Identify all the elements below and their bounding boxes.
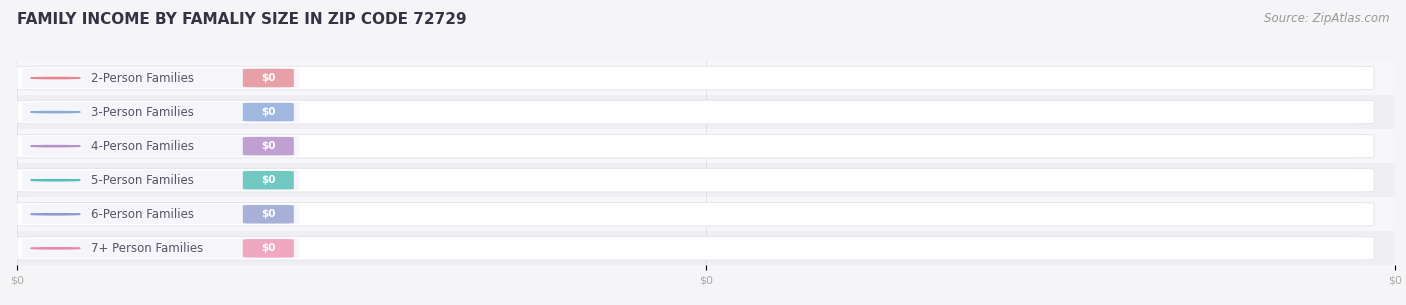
- FancyBboxPatch shape: [243, 137, 294, 156]
- FancyBboxPatch shape: [22, 204, 299, 224]
- Bar: [17, 163, 1395, 197]
- FancyBboxPatch shape: [22, 102, 299, 122]
- Circle shape: [31, 180, 80, 181]
- Text: $0: $0: [262, 209, 276, 219]
- FancyBboxPatch shape: [243, 205, 294, 224]
- FancyBboxPatch shape: [22, 238, 299, 258]
- Circle shape: [31, 77, 80, 79]
- FancyBboxPatch shape: [17, 168, 1374, 192]
- Text: Source: ZipAtlas.com: Source: ZipAtlas.com: [1264, 12, 1389, 25]
- Bar: [17, 197, 1395, 231]
- Text: $0: $0: [262, 107, 276, 117]
- FancyBboxPatch shape: [17, 203, 1374, 226]
- Text: 5-Person Families: 5-Person Families: [91, 174, 194, 187]
- Bar: [17, 129, 1395, 163]
- FancyBboxPatch shape: [17, 66, 1374, 90]
- Circle shape: [31, 111, 80, 113]
- FancyBboxPatch shape: [22, 68, 299, 88]
- FancyBboxPatch shape: [243, 239, 294, 258]
- Circle shape: [31, 145, 80, 147]
- FancyBboxPatch shape: [22, 170, 299, 190]
- Text: $0: $0: [262, 243, 276, 253]
- FancyBboxPatch shape: [243, 103, 294, 121]
- FancyBboxPatch shape: [17, 100, 1374, 124]
- Circle shape: [31, 248, 80, 249]
- Text: $0: $0: [262, 141, 276, 151]
- Bar: [17, 61, 1395, 95]
- Circle shape: [31, 214, 80, 215]
- FancyBboxPatch shape: [17, 237, 1374, 260]
- Text: 2-Person Families: 2-Person Families: [91, 72, 194, 84]
- Text: $0: $0: [262, 73, 276, 83]
- FancyBboxPatch shape: [17, 135, 1374, 158]
- Text: 7+ Person Families: 7+ Person Families: [91, 242, 204, 255]
- Bar: [17, 95, 1395, 129]
- Text: 3-Person Families: 3-Person Families: [91, 106, 194, 119]
- FancyBboxPatch shape: [243, 69, 294, 87]
- Text: 6-Person Families: 6-Person Families: [91, 208, 194, 221]
- Text: $0: $0: [262, 175, 276, 185]
- Text: 4-Person Families: 4-Person Families: [91, 140, 194, 152]
- FancyBboxPatch shape: [243, 171, 294, 189]
- Bar: [17, 231, 1395, 265]
- FancyBboxPatch shape: [22, 136, 299, 156]
- Text: FAMILY INCOME BY FAMALIY SIZE IN ZIP CODE 72729: FAMILY INCOME BY FAMALIY SIZE IN ZIP COD…: [17, 12, 467, 27]
